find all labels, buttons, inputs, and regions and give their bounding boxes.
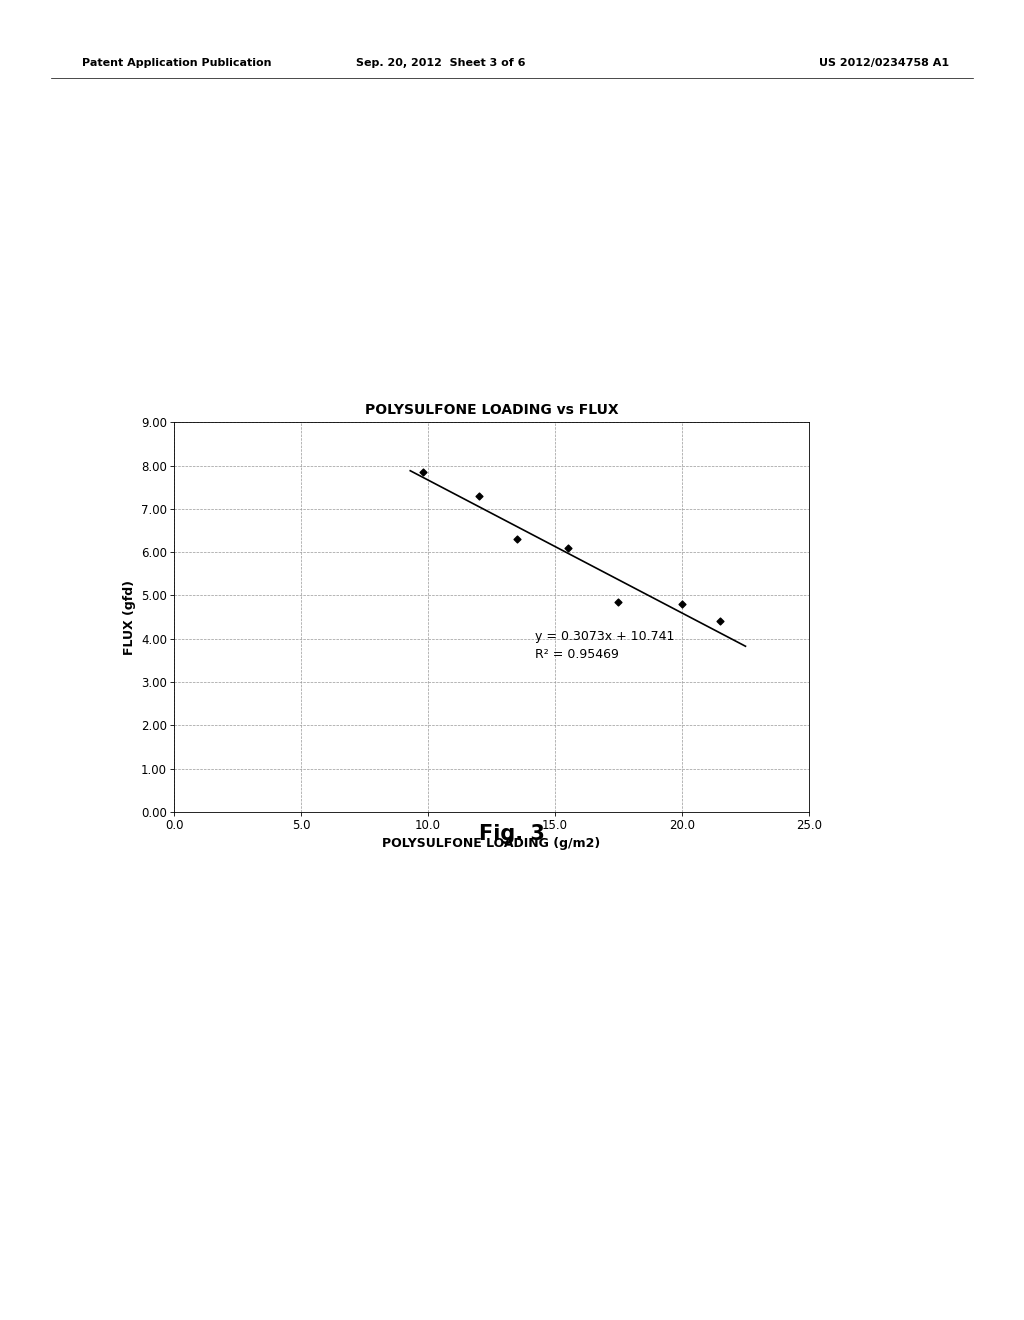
Text: Fig. 3: Fig. 3 <box>479 824 545 843</box>
Point <box>509 528 525 549</box>
Text: y = 0.3073x + 10.741
R² = 0.95469: y = 0.3073x + 10.741 R² = 0.95469 <box>535 630 674 661</box>
Point <box>712 611 728 632</box>
Point <box>559 537 575 558</box>
Point <box>415 462 431 483</box>
Text: Patent Application Publication: Patent Application Publication <box>82 58 271 69</box>
Title: POLYSULFONE LOADING vs FLUX: POLYSULFONE LOADING vs FLUX <box>365 403 618 417</box>
Point <box>610 591 627 612</box>
Text: Sep. 20, 2012  Sheet 3 of 6: Sep. 20, 2012 Sheet 3 of 6 <box>355 58 525 69</box>
Point <box>674 594 690 615</box>
X-axis label: POLYSULFONE LOADING (g/m2): POLYSULFONE LOADING (g/m2) <box>382 837 601 850</box>
Text: US 2012/0234758 A1: US 2012/0234758 A1 <box>819 58 949 69</box>
Y-axis label: FLUX (gfd): FLUX (gfd) <box>123 579 135 655</box>
Point <box>471 486 487 507</box>
